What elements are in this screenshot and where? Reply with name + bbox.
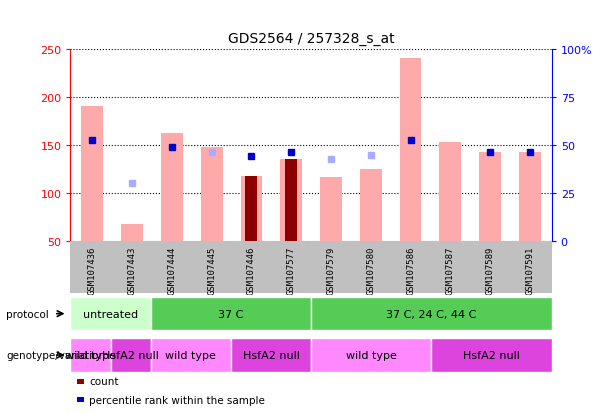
Bar [161, 134, 183, 242]
Bar [519, 152, 541, 242]
Text: wild type: wild type [166, 350, 216, 360]
Bar [240, 176, 262, 242]
Text: percentile rank within the sample: percentile rank within the sample [89, 395, 265, 405]
Bar [245, 176, 257, 242]
Bar [360, 170, 382, 242]
Text: GSM107444: GSM107444 [167, 246, 177, 294]
Text: GSM107591: GSM107591 [525, 246, 535, 294]
FancyBboxPatch shape [311, 339, 432, 372]
Text: wild type: wild type [346, 350, 397, 360]
Text: GSM107589: GSM107589 [485, 246, 495, 294]
Text: GSM107587: GSM107587 [446, 246, 455, 294]
Bar [285, 160, 297, 242]
FancyBboxPatch shape [70, 297, 151, 330]
Bar [320, 177, 342, 242]
Bar [82, 107, 104, 242]
Text: HsfA2 null: HsfA2 null [243, 350, 299, 360]
Bar [200, 147, 223, 242]
FancyBboxPatch shape [70, 339, 110, 372]
Text: GSM107579: GSM107579 [327, 246, 335, 294]
Text: GSM107586: GSM107586 [406, 246, 415, 294]
Text: GSM107436: GSM107436 [88, 246, 97, 294]
FancyBboxPatch shape [151, 297, 311, 330]
FancyBboxPatch shape [110, 339, 151, 372]
Text: wild type: wild type [65, 350, 116, 360]
Text: count: count [89, 376, 118, 386]
Text: 37 C, 24 C, 44 C: 37 C, 24 C, 44 C [386, 309, 476, 319]
Bar [121, 224, 143, 242]
FancyBboxPatch shape [231, 339, 311, 372]
Bar [440, 143, 461, 242]
FancyBboxPatch shape [432, 339, 552, 372]
Text: HsfA2 null: HsfA2 null [463, 350, 520, 360]
Bar [280, 160, 302, 242]
Bar [400, 59, 422, 242]
Text: GSM107443: GSM107443 [128, 246, 137, 294]
Text: genotype/variation: genotype/variation [6, 350, 105, 360]
Text: HsfA2 null: HsfA2 null [102, 350, 159, 360]
FancyBboxPatch shape [151, 339, 231, 372]
Title: GDS2564 / 257328_s_at: GDS2564 / 257328_s_at [228, 32, 394, 46]
Text: protocol: protocol [6, 309, 49, 319]
Text: GSM107445: GSM107445 [207, 246, 216, 294]
Text: GSM107577: GSM107577 [287, 246, 295, 294]
Text: untreated: untreated [83, 309, 138, 319]
Bar [479, 152, 501, 242]
Text: GSM107580: GSM107580 [366, 246, 375, 294]
Text: GSM107446: GSM107446 [247, 246, 256, 294]
Text: 37 C: 37 C [218, 309, 243, 319]
FancyBboxPatch shape [311, 297, 552, 330]
